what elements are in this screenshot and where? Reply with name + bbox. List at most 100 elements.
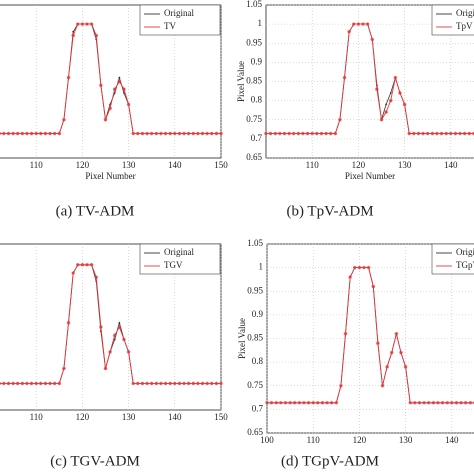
reconstruction-point bbox=[325, 400, 329, 405]
reconstruction-point bbox=[439, 131, 444, 136]
reconstruction-point bbox=[371, 284, 376, 289]
y-axis-label: Pixel Value bbox=[237, 318, 247, 359]
reconstruction-point bbox=[168, 381, 172, 386]
reconstruction-point bbox=[343, 331, 348, 336]
reconstruction-point bbox=[315, 131, 319, 136]
reconstruction-point bbox=[311, 400, 315, 405]
reconstruction-point bbox=[103, 366, 108, 371]
original-point bbox=[72, 30, 75, 33]
reconstruction-point bbox=[462, 131, 467, 136]
reconstruction-point bbox=[333, 131, 338, 136]
legend-label: TpV bbox=[456, 21, 473, 31]
reconstruction-point bbox=[209, 381, 214, 386]
reconstruction-point bbox=[43, 381, 48, 386]
reconstruction-point bbox=[288, 400, 292, 405]
reconstruction-point bbox=[413, 400, 417, 405]
x-tick-label: 140 bbox=[445, 435, 459, 445]
reconstruction-point bbox=[191, 381, 196, 386]
reconstruction-point bbox=[2, 131, 6, 136]
original-point bbox=[118, 76, 121, 79]
caption: (a) TV-ADM bbox=[56, 203, 135, 219]
x-tick-label: 110 bbox=[30, 160, 44, 170]
reconstruction-point bbox=[265, 400, 269, 405]
reconstruction-point bbox=[6, 131, 11, 136]
reconstruction-point bbox=[66, 75, 71, 80]
legend-label: TGV bbox=[164, 260, 183, 270]
reconstruction-point bbox=[219, 381, 223, 386]
reconstruction-point bbox=[186, 381, 191, 386]
legend-label: TV bbox=[164, 21, 176, 31]
reconstruction-point bbox=[89, 262, 94, 267]
reconstruction-point bbox=[34, 131, 38, 136]
reconstruction-point bbox=[269, 400, 274, 405]
reconstruction-point bbox=[177, 131, 182, 136]
legend-label: Original bbox=[456, 247, 474, 257]
x-tick-label: 100 bbox=[260, 435, 274, 445]
reconstruction-point bbox=[159, 381, 163, 386]
reconstruction-point bbox=[412, 131, 416, 136]
reconstruction-point bbox=[316, 400, 320, 405]
x-tick-label: 110 bbox=[306, 160, 320, 170]
reconstruction-point bbox=[219, 131, 223, 136]
reconstruction-point bbox=[214, 131, 219, 136]
original-point bbox=[123, 92, 125, 94]
reconstruction-point bbox=[417, 400, 422, 405]
reconstruction-point bbox=[278, 131, 282, 136]
reconstruction-point bbox=[403, 365, 408, 369]
reconstruction-point bbox=[205, 131, 209, 136]
reconstruction-point bbox=[379, 117, 384, 122]
reconstruction-point bbox=[48, 381, 52, 386]
reconstruction-point bbox=[11, 381, 15, 386]
reconstruction-point bbox=[71, 271, 75, 275]
legend-box bbox=[431, 243, 474, 275]
x-tick-label: 140 bbox=[168, 160, 182, 170]
reconstruction-point bbox=[20, 131, 25, 136]
reconstruction-point bbox=[2, 381, 6, 386]
reconstruction-point bbox=[122, 87, 126, 91]
reconstruction-point bbox=[112, 333, 117, 338]
x-axis-label: Pixel Number bbox=[85, 171, 135, 181]
reconstruction-point bbox=[467, 131, 472, 136]
reconstruction-point bbox=[214, 381, 219, 386]
reconstruction-point bbox=[131, 131, 136, 136]
reconstruction-point bbox=[94, 33, 99, 38]
x-tick-label: 110 bbox=[30, 412, 44, 422]
reconstruction-point bbox=[431, 400, 436, 405]
reconstruction-point bbox=[319, 131, 324, 136]
reconstruction-point bbox=[440, 400, 445, 405]
reconstruction-point bbox=[351, 22, 356, 26]
reconstruction-point bbox=[52, 381, 57, 386]
reconstruction-point bbox=[43, 131, 48, 136]
reconstruction-point bbox=[62, 117, 66, 122]
x-tick-label: 110 bbox=[307, 435, 321, 445]
reconstruction-point bbox=[163, 131, 168, 136]
reconstruction-point bbox=[375, 87, 379, 91]
x-tick-label: 120 bbox=[76, 160, 90, 170]
reconstruction-point bbox=[283, 400, 288, 405]
y-tick-label: 0.95 bbox=[246, 37, 262, 47]
reconstruction-point bbox=[112, 87, 117, 91]
y-tick-label: 0.75 bbox=[246, 114, 262, 124]
y-tick-label: 1 bbox=[259, 262, 264, 272]
y-tick-label: 0.85 bbox=[246, 76, 262, 86]
reconstruction-point bbox=[393, 75, 398, 80]
y-tick-label: 0.9 bbox=[252, 309, 264, 319]
reconstruction-point bbox=[468, 400, 473, 405]
reconstruction-point bbox=[435, 131, 439, 136]
reconstruction-point bbox=[416, 131, 421, 136]
legend-label: Original bbox=[164, 247, 194, 257]
x-tick-label: 140 bbox=[444, 160, 458, 170]
reconstruction-point bbox=[126, 350, 131, 354]
x-tick-label: 120 bbox=[352, 160, 366, 170]
y-tick-label: 0.85 bbox=[247, 333, 263, 343]
reconstruction-point bbox=[389, 350, 394, 355]
y-tick-label: 1.05 bbox=[247, 238, 263, 248]
reconstruction-point bbox=[99, 325, 103, 329]
caption: (c) TGV-ADM bbox=[50, 453, 140, 469]
reconstruction-point bbox=[39, 131, 43, 136]
reconstruction-point bbox=[15, 381, 20, 386]
reconstruction-point bbox=[173, 381, 177, 386]
x-tick-label: 130 bbox=[399, 435, 413, 445]
reconstruction-point bbox=[182, 381, 186, 386]
reconstruction-point bbox=[48, 131, 52, 136]
